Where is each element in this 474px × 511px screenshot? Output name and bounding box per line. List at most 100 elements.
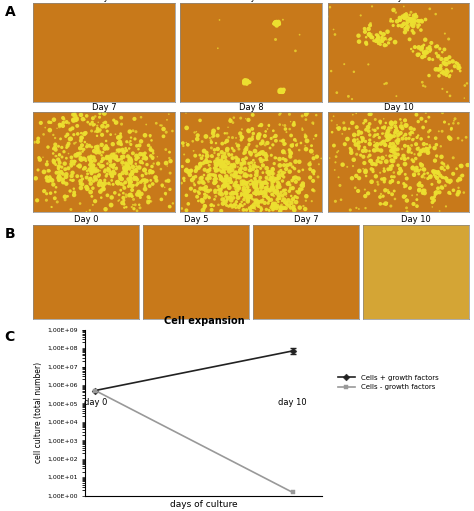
Point [379,137,386,146]
Point [414,145,421,153]
Point [292,193,299,201]
Point [206,166,213,174]
Point [230,162,238,171]
Point [420,49,428,57]
Point [62,165,69,173]
Point [78,134,86,142]
Point [312,111,320,119]
Point [250,179,258,187]
Point [362,126,370,134]
Point [181,177,188,185]
Point [341,140,348,148]
Point [204,175,212,183]
Point [183,166,191,174]
Point [334,124,341,132]
Point [367,157,375,165]
Point [276,87,283,96]
Point [63,154,70,162]
Point [58,163,65,171]
Point [59,122,67,130]
Point [212,174,219,182]
Point [258,179,265,188]
Title: Day 4: Day 4 [239,0,264,2]
Point [293,194,301,202]
Point [444,177,452,185]
Point [219,195,226,203]
Point [66,187,74,195]
Point [369,126,376,134]
Point [88,170,95,178]
Point [225,133,232,142]
Point [280,85,288,94]
Point [146,167,154,175]
Point [262,188,269,196]
Point [275,18,283,26]
Point [130,175,138,183]
Point [279,88,287,96]
Point [407,16,415,25]
Point [457,162,465,170]
Point [365,31,373,39]
Point [302,132,310,141]
Point [380,115,388,123]
Point [347,149,355,157]
Point [162,191,170,199]
Point [282,140,289,148]
Point [218,185,225,193]
Point [330,142,338,150]
Point [427,46,434,54]
Point [265,206,273,214]
Point [277,189,285,197]
Point [94,143,101,151]
Point [110,167,118,175]
Point [400,193,408,201]
Point [126,177,134,185]
Point [64,130,71,138]
Point [362,147,370,155]
Point [401,14,408,22]
Point [226,114,234,123]
Point [222,192,229,200]
Point [243,79,251,87]
Point [335,124,343,132]
Point [381,80,388,88]
Point [211,195,219,203]
Point [366,131,374,139]
Point [421,189,428,197]
Point [454,59,461,67]
Point [279,16,287,24]
Point [270,19,278,28]
Point [238,161,246,169]
Point [247,176,255,184]
Point [388,132,396,141]
Point [436,207,443,215]
Point [112,152,119,160]
Point [226,167,233,175]
Point [378,33,386,41]
Point [134,179,142,188]
Point [55,142,62,150]
Point [271,188,279,196]
Point [208,138,215,147]
Point [456,175,464,183]
Point [273,20,281,28]
Point [376,169,384,177]
Point [438,108,446,117]
Point [410,19,418,28]
Point [394,21,402,30]
Point [115,147,122,155]
Point [224,176,231,184]
Point [201,190,209,198]
Point [297,139,305,147]
Point [121,162,129,171]
Point [413,21,421,29]
Point [449,119,457,127]
Point [374,31,381,39]
Point [299,182,307,190]
Point [426,126,434,134]
Point [52,183,60,191]
Point [424,169,431,177]
Point [387,119,395,127]
Point [447,135,454,143]
Point [277,87,284,95]
